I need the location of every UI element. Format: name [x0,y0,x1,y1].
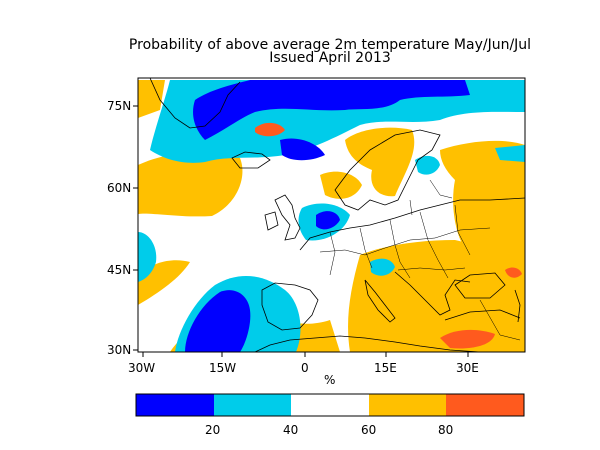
colorbar-segment-40-60 [291,394,369,416]
lat-label-60n: 60N [107,181,132,195]
coast-greenland [149,78,241,129]
lat-ticks [133,105,138,351]
coast-balkans [394,271,471,316]
region-80-100-russia-east [505,267,522,278]
border-line [454,204,471,256]
region-60-80-scandinavia [345,127,415,197]
unit-label: % [324,373,336,387]
region-60-80-russia [440,140,525,300]
colorbar-tick-80: 80 [438,423,454,437]
border-line [359,227,373,269]
region-20-40-west-edge [138,232,157,282]
map-frame [137,77,526,353]
border-line [429,179,453,199]
chart-title-line2: Issued April 2013 [269,50,391,66]
chart-title-line1: Probability of above average 2m temperat… [128,37,532,53]
region-80-100-norwegian-sea [255,122,285,137]
lon-ticks [142,352,469,357]
coast-turkey [444,309,521,321]
lon-label-15e: 15E [374,361,397,375]
lon-label-0: 0 [301,361,309,375]
colorbar-segment-80-100 [446,394,524,416]
region-60-80-north-sea-coast [320,171,362,199]
coast-europe-mainland [299,197,525,251]
border-line [329,231,336,276]
country-borders [319,179,521,341]
border-line [409,199,413,216]
coast-black-sea [454,272,506,299]
region-0-20-arctic [193,80,470,140]
region-0-20-greenland-sea [280,138,325,161]
region-20-40-baltic [415,155,440,175]
lat-label-45n: 45N [107,263,132,277]
lon-label-30e: 30E [456,361,479,375]
border-line [397,267,466,271]
coast-iberia [261,282,319,331]
colorbar-tick-20: 20 [205,423,221,437]
colorbar-segment-60-80 [369,394,446,416]
coastlines [149,78,525,352]
coast-iceland [231,151,271,169]
coast-ireland [264,211,279,231]
colorbar-segment-0-20 [136,394,214,416]
lat-label-30n: 30N [107,343,132,357]
lon-label-15w: 15W [209,361,237,375]
colorbar-frame [135,393,525,417]
coast-north-africa [254,335,481,352]
lon-label-30w: 30W [128,361,156,375]
lat-label-75n: 75N [107,99,132,113]
border-line [389,219,411,279]
border-line [319,227,491,256]
coast-uk [274,194,301,241]
coast-scandinavia [334,129,441,211]
colorbar-tick-60: 60 [361,423,377,437]
map-fields [138,78,525,352]
region-0-20-atlantic [185,290,251,352]
region-0-20-north-sea [316,211,340,230]
region-60-80-greenland-south [138,80,165,118]
coast-caspian-west [514,289,521,323]
region-20-40-ne-corner [495,145,525,162]
border-line [419,211,449,279]
coast-italy [364,279,396,323]
region-60-80-atlantic-west [138,151,243,217]
colorbar [135,393,525,417]
region-80-100-eastern-med [440,329,495,349]
colorbar-tick-40: 40 [283,423,299,437]
colorbar-segment-20-40 [214,394,291,416]
region-20-40-alps [370,258,395,276]
border-line [479,299,521,341]
